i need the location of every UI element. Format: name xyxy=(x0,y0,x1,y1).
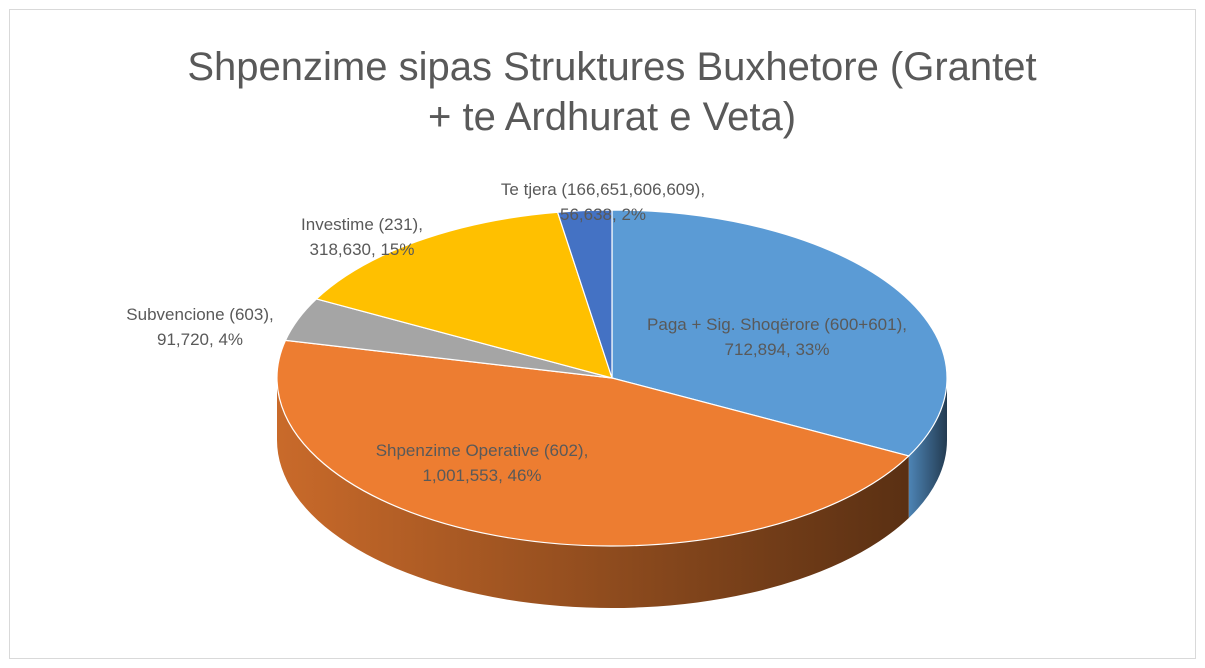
slice-side xyxy=(908,378,947,518)
data-label: Subvencione (603), 91,720, 4% xyxy=(126,305,273,349)
slice xyxy=(556,209,613,379)
data-label: Te tjera (166,651,606,609), 56,638, 2% xyxy=(501,180,705,224)
data-label: Paga + Sig. Shoqërore (600+601), 712,894,… xyxy=(647,315,907,359)
percent-label: 15% xyxy=(380,240,414,259)
data-label: Investime (231), 318,630, 15% xyxy=(301,215,423,259)
percent-label: 2% xyxy=(621,205,646,224)
pie xyxy=(276,209,948,608)
percent-label: 33% xyxy=(795,340,829,359)
value-label: 318,630, xyxy=(310,240,381,259)
value-label: 56,638, xyxy=(560,205,621,224)
slice xyxy=(276,339,910,547)
slice-side xyxy=(277,378,909,608)
category-label: Subvencione (603), xyxy=(126,305,273,324)
category-label: Te tjera (166,651,606,609), xyxy=(501,180,705,199)
category-label: Investime (231), xyxy=(301,215,423,234)
slice xyxy=(315,211,613,379)
percent-label: 46% xyxy=(508,466,542,485)
data-label: Shpenzime Operative (602), 1,001,553, 46% xyxy=(376,441,589,485)
category-label: Shpenzime Operative (602), xyxy=(376,441,589,460)
chart-title: Shpenzime sipas Struktures Buxhetore (Gr… xyxy=(187,45,1036,139)
value-label: 1,001,553, xyxy=(422,466,507,485)
value-label: 91,720, xyxy=(157,330,218,349)
slice xyxy=(611,209,948,457)
category-label: Paga + Sig. Shoqërore (600+601), xyxy=(647,315,907,334)
percent-label: 4% xyxy=(218,330,243,349)
value-label: 712,894, xyxy=(725,340,796,359)
